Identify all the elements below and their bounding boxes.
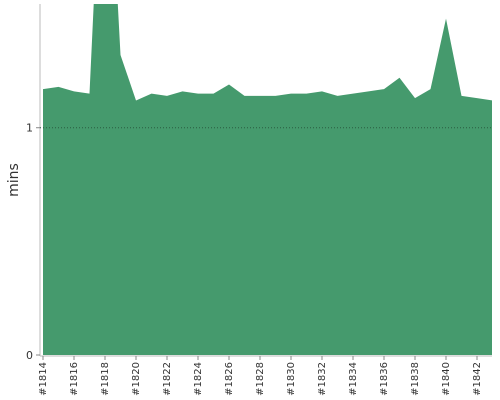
x-tick-label: #1832 xyxy=(317,362,328,396)
x-tick-label: #1824 xyxy=(193,362,204,396)
x-tick-label: #1842 xyxy=(472,362,483,396)
y-tick-label: 0 xyxy=(26,349,33,362)
x-tick-label: #1816 xyxy=(69,362,80,396)
y-axis-label: mins xyxy=(6,163,22,197)
y-tick-label: 1 xyxy=(26,122,33,135)
x-tick-label: #1838 xyxy=(410,362,421,396)
x-tick-label: #1820 xyxy=(131,362,142,396)
x-tick-label: #1836 xyxy=(379,362,390,396)
x-tick-label: #1818 xyxy=(100,362,111,396)
x-tick-label: #1828 xyxy=(255,362,266,396)
area xyxy=(43,4,492,355)
x-tick-label: #1840 xyxy=(441,362,452,396)
x-tick-label: #1830 xyxy=(286,362,297,396)
x-tick-label: #1834 xyxy=(348,362,359,396)
x-tick-label: #1814 xyxy=(38,362,49,396)
x-tick-label: #1822 xyxy=(162,362,173,396)
plot-area xyxy=(43,4,492,355)
x-tick-label: #1826 xyxy=(224,362,235,396)
